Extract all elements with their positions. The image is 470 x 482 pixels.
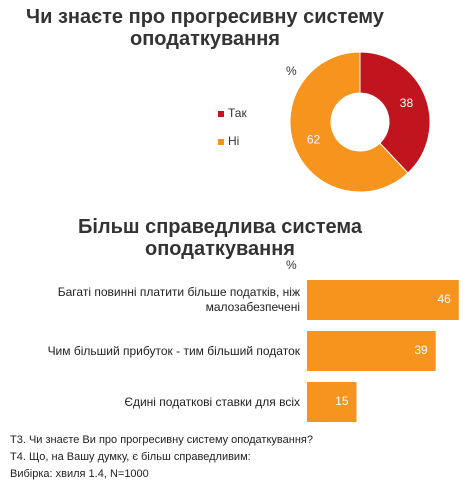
donut-slice (289, 51, 409, 193)
note: Вибірка: хвиля 1.4, N=1000 (10, 468, 149, 480)
chart-title: Більш справедлива система оподаткування (77, 216, 363, 260)
note: Т3. Чи знаєте Ви про прогресивну систему… (10, 434, 313, 446)
data-label: 39 (414, 343, 428, 357)
chart-title: Чи знаєте про прогресивну систему оподат… (26, 6, 384, 50)
data-label: 46 (437, 292, 451, 306)
category-label: Єдині податкові ставки для всіх (124, 394, 300, 409)
donut-slice (359, 51, 431, 174)
data-label: 38 (400, 96, 414, 110)
bar (307, 331, 436, 371)
legend-swatch (218, 139, 224, 145)
data-label: 62 (307, 133, 321, 147)
note: Т4. Що, на Вашу думку, є більш справедли… (10, 451, 251, 463)
bar (307, 382, 357, 422)
legend-label: Ні (228, 134, 239, 148)
bar (307, 280, 459, 320)
category-label: Багаті повинні платити більше податків, … (57, 285, 300, 314)
category-label: Чим більший прибуток - тим більший подат… (47, 343, 300, 358)
unit-label: % (286, 64, 297, 78)
unit-label: % (286, 258, 297, 272)
legend-swatch (218, 111, 224, 117)
data-label: 15 (335, 394, 349, 408)
legend-label: Так (228, 106, 247, 120)
